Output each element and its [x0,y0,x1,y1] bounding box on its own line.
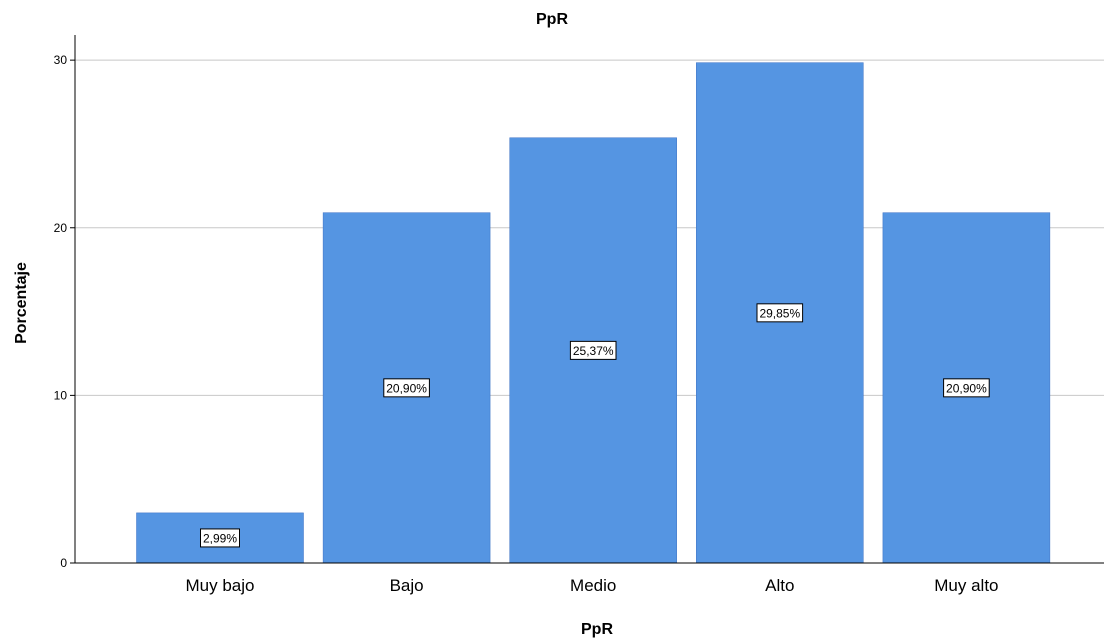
data-label-box [200,528,240,548]
y-tick-label: 20 [54,221,68,235]
data-label: 29,85% [759,306,800,320]
x-tick-label: Medio [570,576,616,595]
data-label-box [383,378,430,398]
y-tick-label: 0 [60,556,67,570]
y-tick-label: 10 [54,388,68,402]
x-tick-label: Muy bajo [186,576,255,595]
data-label: 2,99% [203,531,237,545]
axes: 0 10 20 30 Muy bajo Bajo Medio Alto Muy alto [54,35,1104,595]
data-label: 20,90% [386,381,427,395]
data-labels: 2,99% 20,90% 25,37% 29,85% 20,90% [200,303,990,548]
x-tick-label: Muy alto [934,576,998,595]
data-label-box [569,340,617,360]
y-tick-label: 30 [54,53,68,67]
x-axis-label: PpR [581,621,613,638]
data-label-box [943,378,990,398]
bars [136,62,1051,564]
data-label: 25,37% [573,344,614,358]
x-tick-label: Alto [765,576,794,595]
chart-title: PpR [536,11,568,28]
y-axis-label: Porcentaje [13,262,30,344]
x-tick-label: Bajo [390,576,424,595]
data-label: 20,90% [946,381,987,395]
data-label-box [756,303,804,323]
